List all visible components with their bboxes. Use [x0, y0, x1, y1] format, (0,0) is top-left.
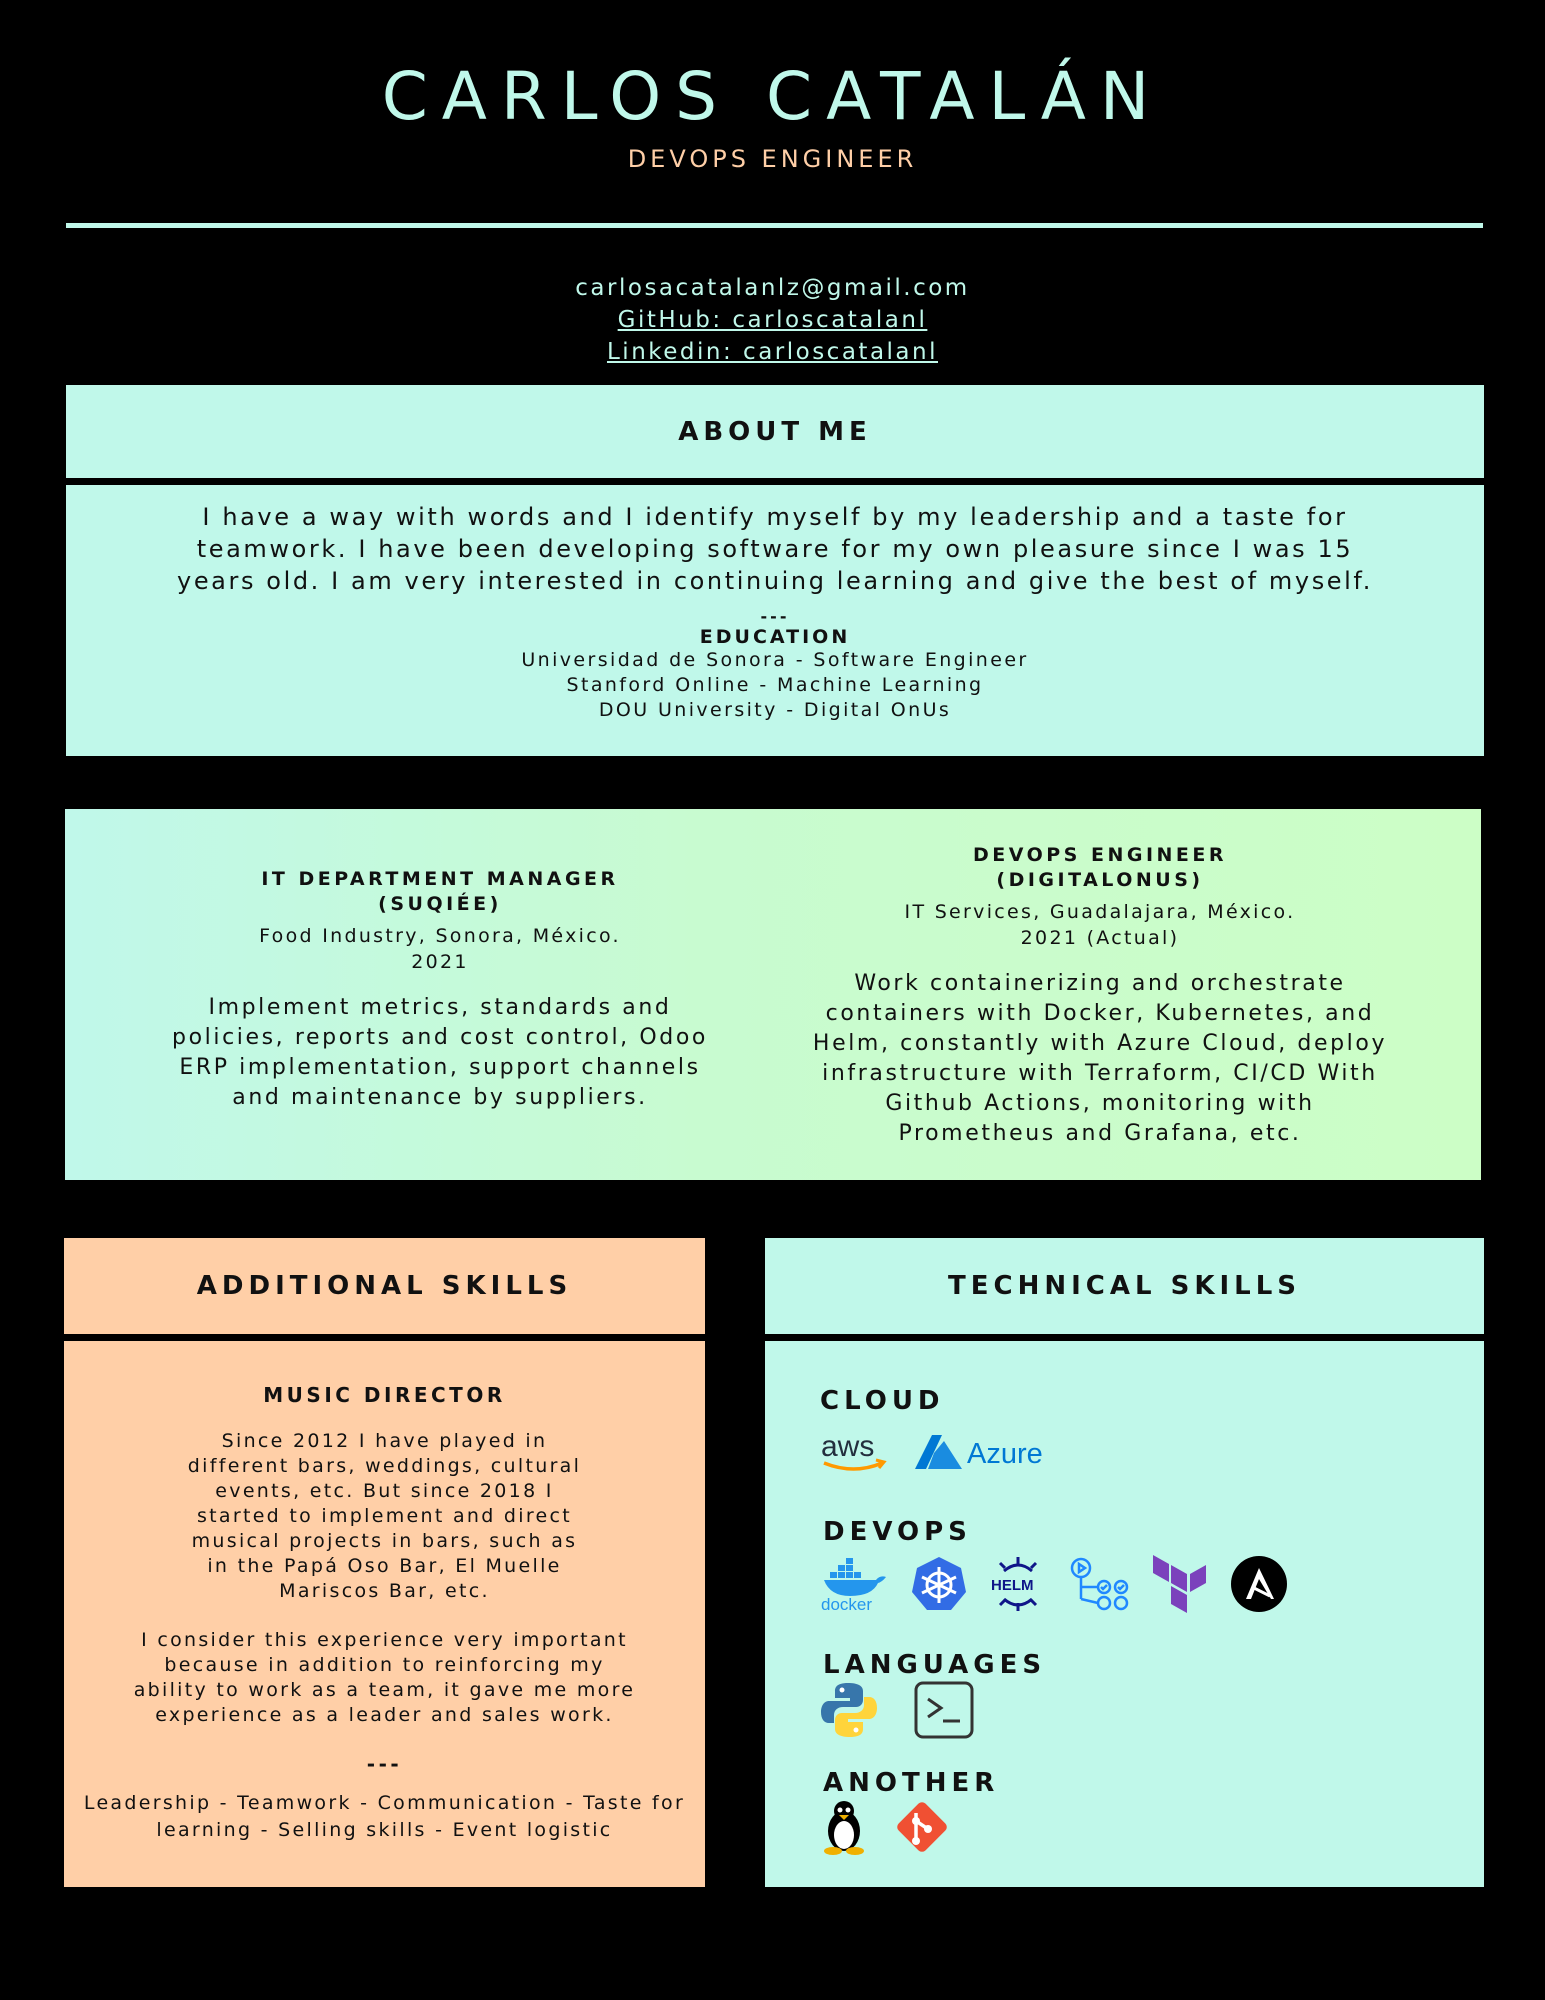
job-location: IT Services, Guadalajara, México. [904, 901, 1296, 923]
technical-skills-panel: CLOUD aws Azure DEVOPS [765, 1341, 1484, 1887]
svg-text:Azure: Azure [967, 1438, 1043, 1470]
linkedin-link[interactable]: Linkedin: carloscatalanl [606, 339, 938, 365]
kubernetes-icon [910, 1555, 968, 1613]
education-item: DOU University - Digital OnUs [598, 699, 952, 721]
job-entry: IT DEPARTMENT MANAGER (SUQIÉE) Food Indu… [170, 867, 710, 1113]
candidate-name: CARLOS CATALÁN [381, 58, 1164, 135]
job-title: IT DEPARTMENT MANAGER [261, 868, 619, 890]
aws-icon: aws [820, 1429, 890, 1477]
education-heading: EDUCATION [699, 626, 851, 648]
education-item: Stanford Online - Machine Learning [566, 674, 984, 696]
github-link[interactable]: GitHub: carloscatalanl [617, 307, 928, 333]
email-text: carlosacatalanlz@gmail.com [575, 275, 970, 301]
another-icons [820, 1799, 972, 1855]
svg-text:aws: aws [821, 1430, 874, 1463]
linux-icon [820, 1799, 868, 1855]
technical-skills-heading: TECHNICAL SKILLS [765, 1238, 1484, 1334]
about-panel: I have a way with words and I identify m… [66, 485, 1484, 756]
category-another: ANOTHER [823, 1768, 1000, 1798]
job-description: Implement metrics, standards and policie… [172, 995, 708, 1110]
contact-block: carlosacatalanlz@gmail.com GitHub: carlo… [0, 272, 1545, 368]
job-location: Food Industry, Sonora, México. [259, 925, 621, 947]
additional-skills-heading: ADDITIONAL SKILLS [64, 1238, 705, 1334]
soft-skills-line: Leadership - Teamwork - Communication - … [83, 1792, 686, 1814]
job-description: Work containerizing and orchestrate cont… [812, 971, 1388, 1146]
ansible-icon [1230, 1555, 1288, 1613]
helm-icon: HELM [990, 1555, 1046, 1613]
svg-text:docker: docker [821, 1595, 872, 1612]
job-company: (SUQIÉE) [378, 893, 502, 915]
devops-icons: docker HELM [820, 1555, 1310, 1613]
category-languages: LANGUAGES [823, 1650, 1047, 1680]
job-title: DEVOPS ENGINEER [972, 844, 1228, 866]
job-year: 2021 (Actual) [1020, 927, 1180, 949]
job-year: 2021 [411, 951, 469, 973]
about-heading: ABOUT ME [66, 385, 1484, 478]
terminal-icon [914, 1681, 974, 1739]
category-cloud: CLOUD [820, 1386, 945, 1416]
experience-panel: IT DEPARTMENT MANAGER (SUQIÉE) Food Indu… [65, 809, 1481, 1180]
docker-icon: docker [820, 1556, 888, 1612]
job-company: (DIGITALONUS) [996, 869, 1204, 891]
git-icon [894, 1799, 950, 1855]
soft-skills-line: learning - Selling skills - Event logist… [156, 1819, 613, 1841]
about-text: I have a way with words and I identify m… [177, 503, 1373, 595]
job-role: DEVOPS ENGINEER [627, 145, 918, 173]
music-paragraph: Since 2012 I have played in different ba… [187, 1430, 582, 1602]
github-actions-icon [1068, 1555, 1130, 1613]
svg-text:HELM: HELM [991, 1577, 1034, 1594]
cloud-icons: aws Azure [820, 1429, 1074, 1477]
additional-separator: --- [366, 1752, 403, 1776]
languages-icons [820, 1681, 996, 1739]
header-divider [66, 223, 1483, 228]
terraform-icon [1152, 1555, 1208, 1613]
education-item: Universidad de Sonora - Software Enginee… [521, 649, 1029, 671]
azure-icon: Azure [912, 1429, 1052, 1477]
python-icon [820, 1681, 878, 1739]
experience-paragraph: I consider this experience very importan… [133, 1629, 636, 1726]
job-entry: DEVOPS ENGINEER (DIGITALONUS) IT Service… [810, 843, 1390, 1149]
additional-skills-panel: MUSIC DIRECTOR Since 2012 I have played … [64, 1341, 705, 1887]
music-director-title: MUSIC DIRECTOR [263, 1383, 506, 1407]
about-separator: --- [760, 607, 790, 626]
category-devops: DEVOPS [823, 1517, 972, 1547]
